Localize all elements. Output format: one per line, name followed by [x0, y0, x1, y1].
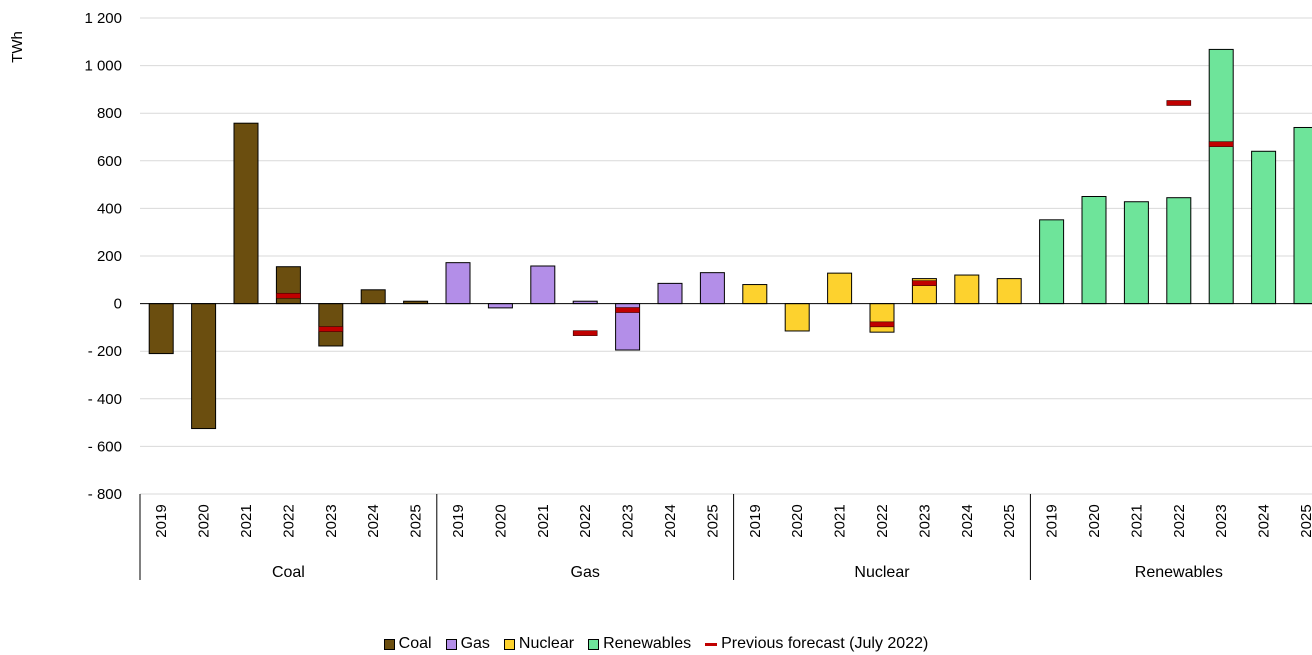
- x-tick-label: 2022: [1171, 504, 1188, 537]
- bar-renewables-2020: [1081, 196, 1107, 305]
- bar-nuclear-2022: [869, 303, 895, 333]
- bar-renewables-2023: [1208, 48, 1234, 305]
- legend: Coal Gas Nuclear Renewables Previous for…: [0, 634, 1312, 654]
- bar-nuclear-2021: [827, 272, 853, 305]
- x-tick-label: 2024: [662, 504, 679, 537]
- x-tick-label: 2023: [1213, 504, 1230, 537]
- x-tick-label: 2020: [789, 504, 806, 537]
- bar-nuclear-2020: [784, 303, 810, 332]
- legend-label-gas: Gas: [460, 635, 490, 652]
- bar-nuclear-2024: [954, 274, 980, 305]
- bar-coal-2020: [191, 303, 217, 430]
- group-label-renewables: Renewables: [1135, 564, 1223, 581]
- x-tick-label: 2021: [535, 504, 552, 537]
- bar-gas-2019: [445, 262, 471, 305]
- bar-gas-2024: [657, 282, 683, 305]
- bar-coal-2023: [318, 303, 344, 347]
- forecast-markers: [276, 100, 1234, 336]
- x-tick-label: 2019: [153, 504, 170, 537]
- forecast-marker-renewables-2022: [1166, 100, 1192, 106]
- x-tick-label: 2019: [450, 504, 467, 537]
- x-tick-label: 2023: [620, 504, 637, 537]
- y-tick-label: 200: [97, 248, 122, 265]
- y-axis-ticks: 1 200 1 000 800 600 400 200 0 - 200 - 400 - 600 - …: [84, 10, 122, 503]
- legend-swatch-nuclear: [503, 638, 515, 650]
- y-tick-label: - 400: [88, 391, 122, 408]
- legend-swatch-renewables: [588, 638, 600, 650]
- forecast-marker-nuclear-2023: [912, 280, 937, 286]
- y-tick-label: 1 000: [84, 58, 122, 75]
- legend-item-gas: Gas: [445, 635, 490, 653]
- bars: [148, 48, 1312, 430]
- forecast-marker-nuclear-2022: [869, 321, 895, 328]
- x-tick-label: 2022: [280, 504, 297, 537]
- bar-coal-2021: [233, 122, 259, 305]
- x-tick-label: 2024: [1256, 504, 1273, 537]
- legend-item-forecast: Previous forecast (July 2022): [705, 635, 928, 653]
- y-tick-label: - 600: [88, 438, 122, 455]
- group-label-nuclear: Nuclear: [854, 564, 910, 581]
- y-tick-label: 600: [97, 153, 122, 170]
- group-label-coal: Coal: [272, 564, 305, 581]
- x-tick-label: 2025: [408, 504, 425, 537]
- y-tick-label: - 800: [88, 486, 122, 503]
- bar-coal-2024: [360, 289, 386, 305]
- x-axis: 2019 2020 2021 2022 2023 2024 2025 Coal 2019 2020…: [139, 494, 1312, 581]
- forecast-marker-gas-2022: [572, 330, 598, 336]
- x-tick-label: 2024: [959, 504, 976, 537]
- y-tick-label: 800: [97, 105, 122, 122]
- legend-label-forecast: Previous forecast (July 2022): [721, 635, 929, 652]
- x-tick-label: 2020: [196, 504, 213, 537]
- bar-gas-2025: [699, 272, 725, 305]
- x-tick-label: 2024: [365, 504, 382, 537]
- y-tick-label: 1 200: [84, 10, 122, 27]
- gridlines: [140, 17, 1312, 495]
- legend-item-nuclear: Nuclear: [503, 635, 575, 653]
- y-tick-label: 0: [114, 296, 122, 313]
- bar-renewables-2022: [1166, 197, 1192, 305]
- x-tick-label: 2022: [874, 504, 891, 537]
- y-axis-title: TWh: [9, 31, 26, 63]
- x-tick-label: 2025: [1298, 504, 1312, 537]
- bar-renewables-2021: [1123, 201, 1149, 305]
- x-tick-label: 2021: [832, 504, 849, 537]
- forecast-marker-coal-2023: [318, 326, 344, 332]
- x-tick-label: 2022: [577, 504, 594, 537]
- x-tick-label: 2019: [747, 504, 764, 537]
- bar-renewables-2025: [1293, 126, 1312, 305]
- x-tick-label: 2025: [704, 504, 721, 537]
- y-tick-label: 400: [97, 200, 122, 217]
- legend-label-nuclear: Nuclear: [518, 635, 575, 652]
- forecast-marker-gas-2023: [615, 307, 640, 313]
- group-label-gas: Gas: [571, 564, 600, 581]
- bar-coal-2019: [148, 303, 174, 355]
- legend-swatch-coal: [383, 638, 395, 650]
- legend-swatch-gas: [445, 638, 457, 650]
- legend-item-coal: Coal: [383, 635, 432, 653]
- x-tick-label: 2020: [1086, 504, 1103, 537]
- bar-renewables-2024: [1251, 150, 1277, 305]
- bar-gas-2021: [530, 265, 556, 305]
- x-tick-label: 2021: [238, 504, 255, 537]
- bar-renewables-2019: [1039, 219, 1065, 305]
- x-tick-label: 2023: [916, 504, 933, 537]
- forecast-marker-renewables-2023: [1208, 141, 1234, 147]
- forecast-marker-coal-2022: [276, 292, 301, 299]
- x-tick-label: 2020: [492, 504, 509, 537]
- y-tick-label: - 200: [88, 343, 122, 360]
- legend-label-coal: Coal: [398, 635, 432, 652]
- bar-gas-2020: [487, 303, 513, 309]
- x-tick-label: 2019: [1044, 504, 1061, 537]
- bar-nuclear-2019: [742, 284, 768, 305]
- legend-swatch-forecast: [705, 642, 718, 646]
- legend-label-renewables: Renewables: [603, 635, 692, 652]
- x-tick-label: 2023: [323, 504, 340, 537]
- bar-nuclear-2025: [996, 278, 1022, 305]
- x-tick-label: 2021: [1128, 504, 1145, 537]
- legend-item-renewables: Renewables: [588, 635, 691, 653]
- x-tick-label: 2025: [1001, 504, 1018, 537]
